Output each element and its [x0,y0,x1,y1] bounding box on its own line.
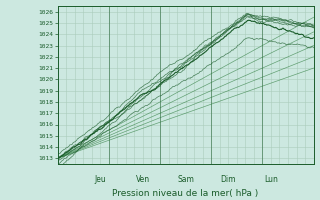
Text: Pression niveau de la mer( hPa ): Pression niveau de la mer( hPa ) [112,189,259,198]
Text: Dim: Dim [220,175,236,184]
Text: Ven: Ven [136,175,150,184]
Text: Lun: Lun [264,175,278,184]
Text: Jeu: Jeu [94,175,106,184]
Text: Sam: Sam [177,175,194,184]
